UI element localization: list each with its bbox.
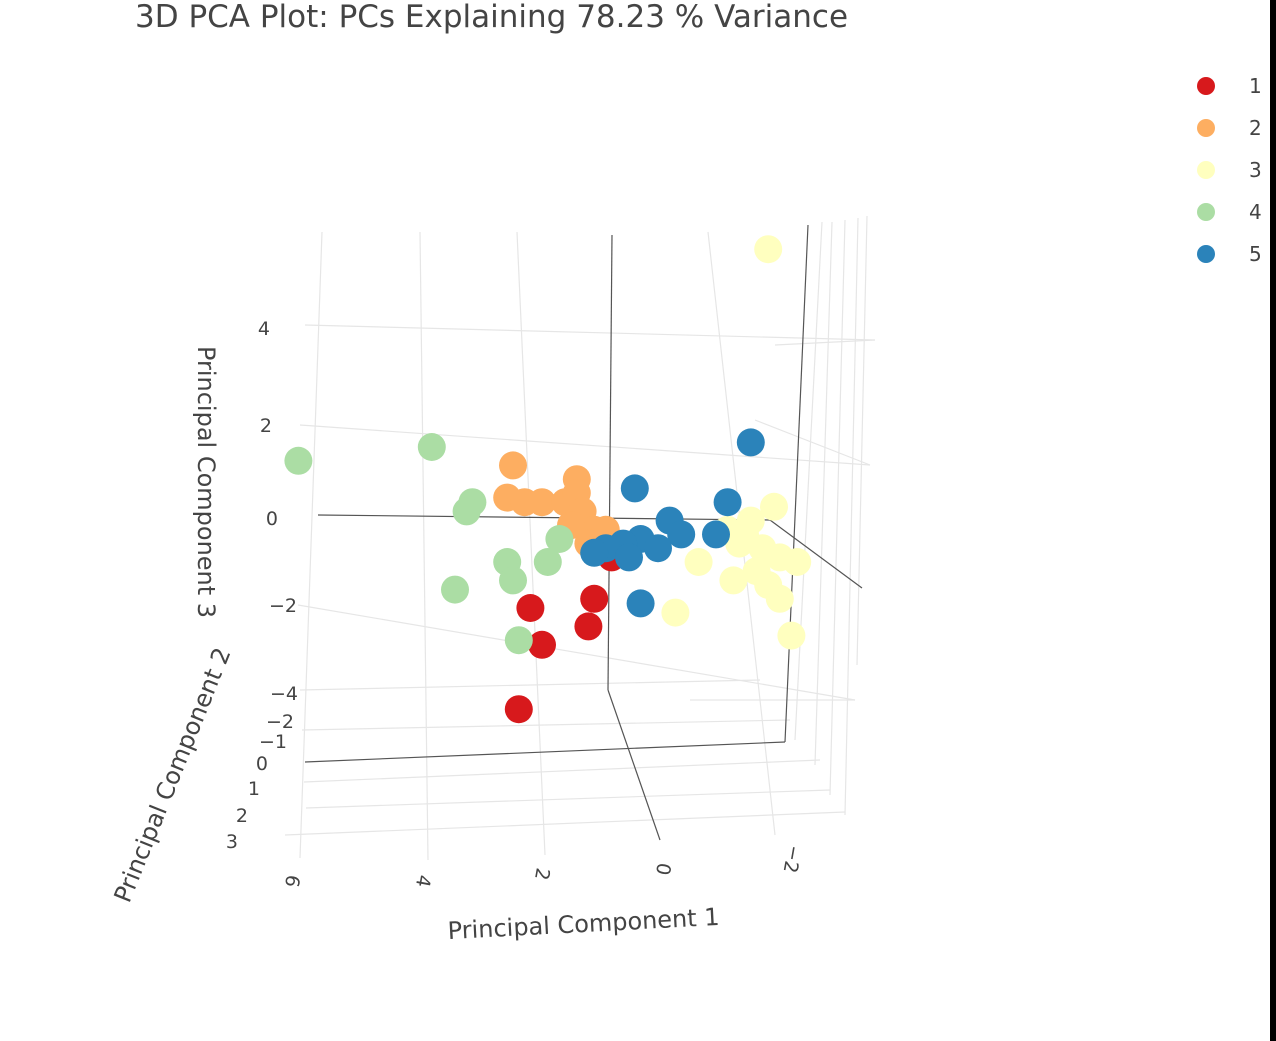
legend-marker[interactable] — [1197, 77, 1215, 95]
data-point-cluster-1[interactable] — [516, 594, 545, 622]
x-tick-label: 0 — [651, 861, 675, 877]
y-tick-label: 3 — [226, 831, 238, 853]
z-tick-label: 4 — [258, 318, 270, 340]
y-tick-label: 1 — [248, 778, 260, 800]
x-tick-label: −2 — [779, 843, 806, 874]
data-point-cluster-5[interactable] — [667, 520, 696, 549]
data-point-cluster-5[interactable] — [580, 538, 609, 567]
data-point-cluster-5[interactable] — [615, 543, 643, 572]
data-point-cluster-3[interactable] — [684, 548, 713, 576]
data-point-cluster-3[interactable] — [783, 548, 812, 576]
data-point-cluster-4[interactable] — [499, 566, 527, 595]
data-point-cluster-5[interactable] — [620, 474, 649, 503]
legend-marker[interactable] — [1197, 203, 1215, 221]
legend-marker[interactable] — [1197, 161, 1215, 179]
data-point-cluster-4[interactable] — [417, 433, 446, 461]
data-point-cluster-5[interactable] — [626, 589, 655, 618]
z-tick-label: −4 — [270, 683, 298, 705]
y-tick-label: 2 — [236, 805, 248, 827]
legend: 1 2 3 4 5 — [1197, 74, 1262, 266]
z-axis-ticks: 4 2 0 −2 −4 — [258, 318, 298, 705]
chart-title: 3D PCA Plot: PCs Explaining 78.23 % Vari… — [135, 0, 848, 35]
data-point-cluster-4[interactable] — [441, 575, 469, 604]
x-axis-ticks: 6 4 2 0 −2 — [280, 843, 805, 889]
legend-label[interactable]: 3 — [1249, 158, 1262, 182]
x-tick-label: 2 — [530, 866, 554, 882]
data-point-cluster-4[interactable] — [504, 626, 533, 655]
data-point-cluster-3[interactable] — [661, 598, 690, 627]
y-tick-label: −1 — [259, 731, 287, 753]
x-tick-label: 6 — [280, 873, 304, 889]
y-tick-label: −2 — [266, 711, 294, 733]
legend-label[interactable]: 1 — [1249, 74, 1262, 98]
legend-label[interactable]: 4 — [1249, 200, 1262, 224]
x-tick-label: 4 — [411, 873, 435, 889]
x-axis-title: Principal Component 1 — [447, 903, 720, 945]
legend-label[interactable]: 2 — [1249, 116, 1262, 140]
z-tick-label: −2 — [269, 595, 297, 617]
legend-marker[interactable] — [1197, 119, 1215, 137]
data-point-cluster-3[interactable] — [765, 584, 794, 613]
data-point-cluster-1[interactable] — [574, 612, 603, 641]
data-point-cluster-1[interactable] — [580, 584, 609, 613]
data-point-cluster-3[interactable] — [754, 235, 783, 264]
data-point-cluster-4[interactable] — [452, 497, 481, 526]
data-point-cluster-3[interactable] — [731, 520, 759, 549]
data-point-cluster-2[interactable] — [528, 488, 556, 517]
y-axis-ticks: −2 −1 0 1 2 3 — [226, 711, 294, 853]
data-point-cluster-3[interactable] — [777, 621, 806, 650]
legend-label[interactable]: 5 — [1249, 242, 1262, 266]
data-point-cluster-4[interactable] — [533, 548, 562, 576]
y-axis-title: Principal Component 2 — [109, 644, 237, 907]
data-point-cluster-1[interactable] — [528, 630, 556, 659]
data-point-cluster-5[interactable] — [644, 534, 672, 563]
gridlines — [284, 215, 876, 861]
data-point-cluster-3[interactable] — [719, 566, 748, 595]
z-tick-label: 2 — [260, 415, 272, 437]
data-point-cluster-5[interactable] — [713, 488, 742, 517]
data-point-cluster-5[interactable] — [702, 520, 730, 549]
z-tick-label: 0 — [266, 508, 278, 530]
data-point-cluster-1[interactable] — [504, 695, 533, 724]
z-axis-title: Principal Component 3 — [192, 346, 220, 618]
data-point-cluster-4[interactable] — [545, 525, 574, 553]
legend-marker[interactable] — [1197, 245, 1215, 263]
data-point-cluster-4[interactable] — [284, 446, 313, 475]
data-point-cluster-3[interactable] — [760, 492, 788, 521]
scatter-points — [284, 235, 812, 724]
zero-axes — [304, 224, 863, 841]
data-point-cluster-2[interactable] — [499, 451, 527, 480]
data-point-cluster-5[interactable] — [736, 428, 765, 457]
y-tick-label: 0 — [256, 753, 268, 775]
data-point-cluster-3[interactable] — [742, 557, 771, 586]
